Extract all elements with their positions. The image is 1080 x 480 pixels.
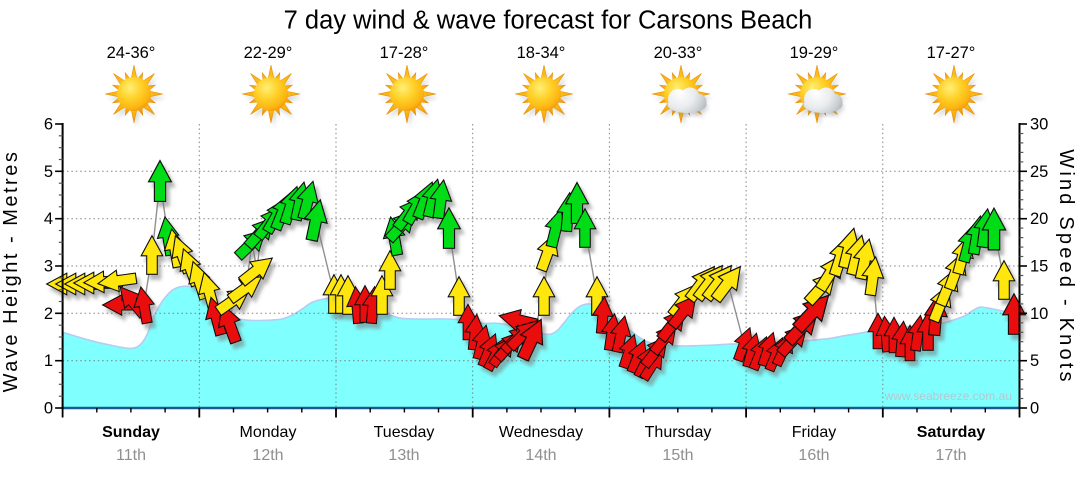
svg-text:1: 1 <box>44 352 53 370</box>
svg-text:0: 0 <box>44 400 53 418</box>
svg-text:Tuesday: Tuesday <box>374 424 435 441</box>
svg-text:15th: 15th <box>662 447 693 464</box>
svg-text:6: 6 <box>44 116 53 134</box>
svg-text:17th: 17th <box>935 447 966 464</box>
svg-text:12th: 12th <box>252 447 283 464</box>
svg-text:5: 5 <box>44 163 53 181</box>
svg-text:10: 10 <box>1030 305 1048 323</box>
svg-text:22-29°: 22-29° <box>244 44 293 62</box>
svg-text:Wind Speed - Knots: Wind Speed - Knots <box>1055 149 1077 384</box>
svg-text:2: 2 <box>44 305 53 323</box>
svg-text:0: 0 <box>1030 400 1039 418</box>
svg-text:17-28°: 17-28° <box>380 44 429 62</box>
svg-text:Wave Height - Metres: Wave Height - Metres <box>0 150 22 393</box>
svg-text:Thursday: Thursday <box>645 424 712 441</box>
svg-text:19-29°: 19-29° <box>790 44 839 62</box>
svg-text:20: 20 <box>1030 210 1048 228</box>
svg-text:7 day wind & wave forecast for: 7 day wind & wave forecast for Carsons B… <box>284 7 813 35</box>
svg-text:Saturday: Saturday <box>917 424 986 441</box>
svg-text:3: 3 <box>44 258 53 276</box>
svg-text:17-27°: 17-27° <box>927 44 976 62</box>
svg-text:www.seabreeze.com.au: www.seabreeze.com.au <box>884 389 1012 403</box>
svg-text:20-33°: 20-33° <box>654 44 703 62</box>
svg-text:18-34°: 18-34° <box>517 44 566 62</box>
svg-text:Sunday: Sunday <box>102 424 160 441</box>
svg-text:11th: 11th <box>116 447 146 464</box>
svg-text:Monday: Monday <box>240 424 297 441</box>
svg-text:15: 15 <box>1030 258 1048 276</box>
svg-text:13th: 13th <box>388 447 419 464</box>
svg-text:4: 4 <box>44 210 53 228</box>
svg-text:25: 25 <box>1030 163 1048 181</box>
svg-text:30: 30 <box>1030 116 1048 134</box>
svg-text:16th: 16th <box>798 447 829 464</box>
svg-text:5: 5 <box>1030 352 1039 370</box>
svg-text:14th: 14th <box>525 447 556 464</box>
svg-text:Wednesday: Wednesday <box>499 424 583 441</box>
svg-text:Friday: Friday <box>792 424 836 441</box>
svg-text:24-36°: 24-36° <box>107 44 156 62</box>
